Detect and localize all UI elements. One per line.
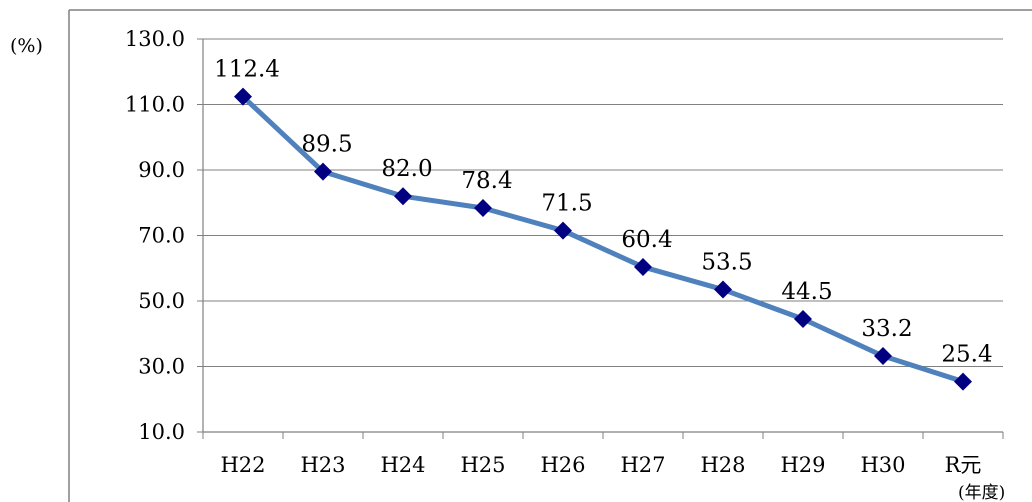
gridlines [197,38,1003,433]
y-tick-label: 70.0 [138,224,185,248]
chart-frame [68,9,1032,502]
data-point-marker [874,347,892,366]
y-tick-labels: 10.0 30.0 50.0 70.0 90.0 110.0 130.0 [125,27,185,444]
x-tick-label: H23 [300,453,345,477]
x-tick-label: R元 [945,453,982,477]
x-tick-label: H28 [700,453,745,477]
data-label: 60.4 [621,227,672,253]
data-point-marker [554,221,572,240]
y-tick-label: 10.0 [138,420,185,444]
x-tick-label: H30 [860,453,905,477]
series-line [240,94,966,385]
series-line-group [240,94,966,385]
axes [202,39,1004,439]
y-tick-label: 30.0 [138,355,185,379]
x-tick-labels: H22 H23 H24 H25 H26 H27 H28 H29 H30 R元 [220,453,981,477]
data-point-marker [234,87,252,106]
x-tick-label: H29 [780,453,825,477]
x-tick-label: H27 [620,453,665,477]
data-label: 25.4 [941,342,992,368]
data-point-marker [314,162,332,181]
x-tick-label: H25 [460,453,505,477]
x-axis-unit-label: (年度) [958,483,1005,502]
data-label: 44.5 [781,279,832,305]
data-label: 53.5 [701,250,752,276]
data-point-marker [794,310,812,329]
data-label: 112.4 [214,57,280,83]
data-point-marker [954,372,972,391]
x-tick-label: H22 [220,453,265,477]
y-tick-label: 110.0 [125,93,185,117]
data-label: 78.4 [461,168,512,194]
y-axis-unit-label: (%) [10,35,43,57]
data-label: 33.2 [861,316,912,342]
data-markers [234,87,972,391]
data-label: 82.0 [381,156,432,182]
data-label: 71.5 [541,191,592,217]
x-tick-label: H26 [540,453,585,477]
data-point-marker [394,187,412,206]
data-label: 89.5 [301,132,352,158]
y-tick-label: 50.0 [138,289,185,313]
data-labels: 112.4 89.5 82.0 78.4 71.5 60.4 53.5 44.5 33.2 25.… [214,57,993,368]
x-tick-label: H24 [380,453,425,477]
data-point-marker [634,257,652,276]
data-point-marker [714,280,732,299]
y-tick-label: 130.0 [125,27,185,51]
y-tick-label: 90.0 [138,158,185,182]
data-point-marker [474,198,492,217]
